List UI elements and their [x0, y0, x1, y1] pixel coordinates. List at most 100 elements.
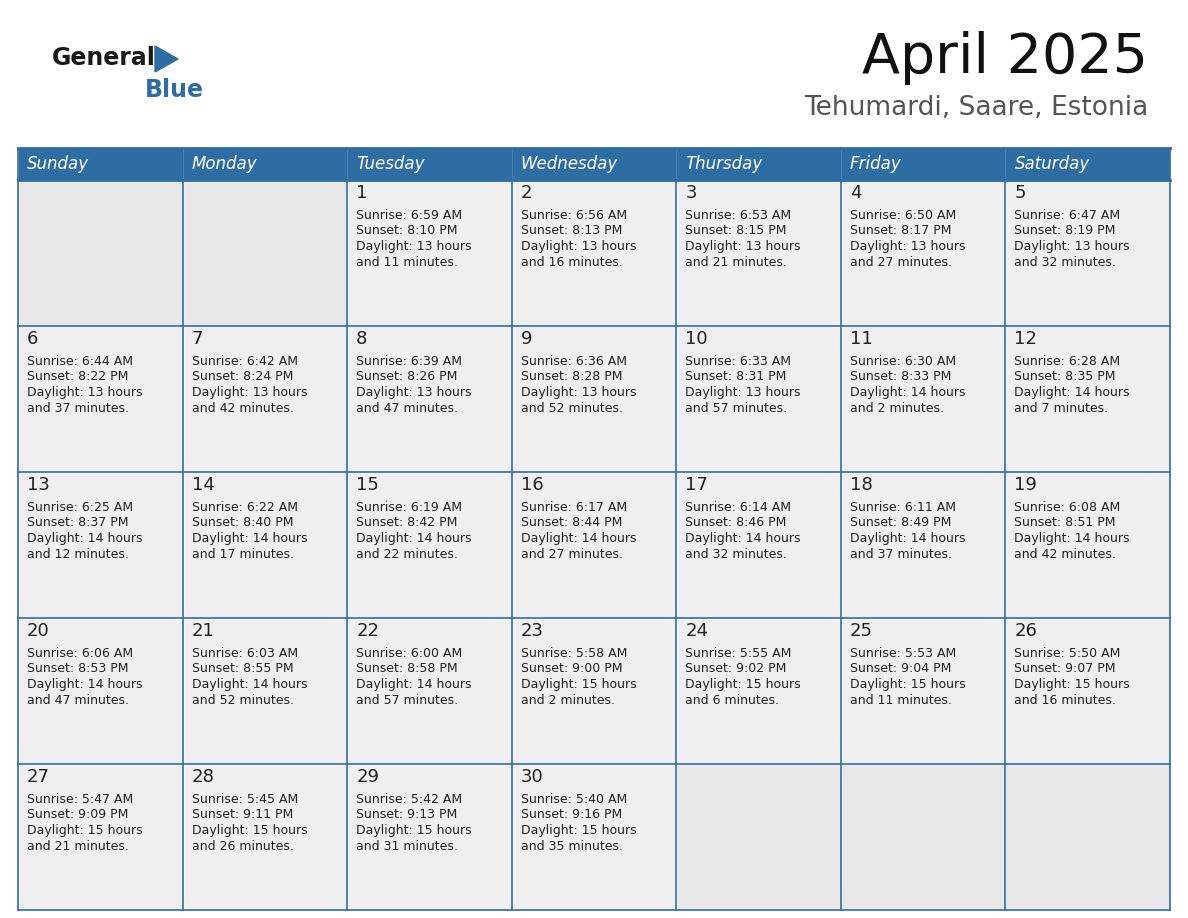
Text: Monday: Monday: [191, 155, 257, 173]
Bar: [512, 148, 676, 180]
Text: Daylight: 14 hours: Daylight: 14 hours: [520, 532, 637, 545]
Text: Sunrise: 6:11 AM: Sunrise: 6:11 AM: [849, 501, 956, 514]
Text: Daylight: 13 hours: Daylight: 13 hours: [356, 386, 472, 399]
Bar: [512, 472, 676, 618]
Text: and 2 minutes.: and 2 minutes.: [520, 693, 614, 707]
Text: and 2 minutes.: and 2 minutes.: [849, 401, 943, 415]
Text: Sunset: 9:11 PM: Sunset: 9:11 PM: [191, 809, 292, 822]
Text: Sunrise: 6:03 AM: Sunrise: 6:03 AM: [191, 647, 298, 660]
Text: and 31 minutes.: and 31 minutes.: [356, 839, 459, 853]
Text: Sunset: 8:53 PM: Sunset: 8:53 PM: [27, 663, 128, 676]
Text: Daylight: 13 hours: Daylight: 13 hours: [520, 386, 637, 399]
Text: Daylight: 14 hours: Daylight: 14 hours: [356, 678, 472, 691]
Text: Sunrise: 5:55 AM: Sunrise: 5:55 AM: [685, 647, 791, 660]
Text: Daylight: 13 hours: Daylight: 13 hours: [191, 386, 307, 399]
Text: Daylight: 14 hours: Daylight: 14 hours: [849, 532, 966, 545]
Bar: [18, 618, 183, 764]
Bar: [18, 148, 183, 180]
Text: and 52 minutes.: and 52 minutes.: [191, 693, 293, 707]
Text: 25: 25: [849, 622, 873, 640]
Text: Blue: Blue: [145, 78, 204, 102]
Text: 24: 24: [685, 622, 708, 640]
Text: and 37 minutes.: and 37 minutes.: [849, 547, 952, 561]
Bar: [347, 472, 512, 618]
Bar: [1005, 618, 1170, 764]
Bar: [347, 764, 512, 910]
Bar: [347, 326, 512, 472]
Text: and 47 minutes.: and 47 minutes.: [356, 401, 459, 415]
Text: Sunrise: 6:25 AM: Sunrise: 6:25 AM: [27, 501, 133, 514]
Text: Daylight: 14 hours: Daylight: 14 hours: [1015, 386, 1130, 399]
Text: and 32 minutes.: and 32 minutes.: [1015, 255, 1117, 268]
Text: April 2025: April 2025: [862, 31, 1148, 85]
Text: Daylight: 14 hours: Daylight: 14 hours: [27, 678, 143, 691]
Text: Sunrise: 6:19 AM: Sunrise: 6:19 AM: [356, 501, 462, 514]
Text: Sunset: 8:15 PM: Sunset: 8:15 PM: [685, 225, 786, 238]
Bar: [841, 764, 1005, 910]
Text: General: General: [52, 46, 156, 70]
Text: and 12 minutes.: and 12 minutes.: [27, 547, 128, 561]
Text: Sunrise: 5:42 AM: Sunrise: 5:42 AM: [356, 793, 462, 806]
Text: Sunrise: 6:00 AM: Sunrise: 6:00 AM: [356, 647, 462, 660]
Bar: [183, 618, 347, 764]
Text: and 22 minutes.: and 22 minutes.: [356, 547, 459, 561]
Text: Sunset: 8:31 PM: Sunset: 8:31 PM: [685, 371, 786, 384]
Text: Daylight: 14 hours: Daylight: 14 hours: [191, 532, 307, 545]
Text: Daylight: 13 hours: Daylight: 13 hours: [27, 386, 143, 399]
Text: Daylight: 15 hours: Daylight: 15 hours: [520, 824, 637, 837]
Text: Sunset: 9:02 PM: Sunset: 9:02 PM: [685, 663, 786, 676]
Text: Daylight: 14 hours: Daylight: 14 hours: [1015, 532, 1130, 545]
Text: Saturday: Saturday: [1015, 155, 1089, 173]
Text: 23: 23: [520, 622, 544, 640]
Text: 6: 6: [27, 330, 38, 348]
Bar: [18, 764, 183, 910]
Bar: [512, 180, 676, 326]
Text: 5: 5: [1015, 184, 1026, 202]
Text: 28: 28: [191, 768, 215, 786]
Text: Sunset: 8:58 PM: Sunset: 8:58 PM: [356, 663, 457, 676]
Text: and 27 minutes.: and 27 minutes.: [849, 255, 952, 268]
Bar: [183, 326, 347, 472]
Text: Sunday: Sunday: [27, 155, 89, 173]
Text: 18: 18: [849, 476, 873, 494]
Text: Sunrise: 6:56 AM: Sunrise: 6:56 AM: [520, 209, 627, 222]
Text: 9: 9: [520, 330, 532, 348]
Text: Daylight: 15 hours: Daylight: 15 hours: [849, 678, 966, 691]
Text: Sunrise: 5:50 AM: Sunrise: 5:50 AM: [1015, 647, 1120, 660]
Bar: [1005, 148, 1170, 180]
Text: Sunrise: 6:59 AM: Sunrise: 6:59 AM: [356, 209, 462, 222]
Text: Sunset: 9:16 PM: Sunset: 9:16 PM: [520, 809, 623, 822]
Text: and 6 minutes.: and 6 minutes.: [685, 693, 779, 707]
Text: Sunrise: 5:53 AM: Sunrise: 5:53 AM: [849, 647, 956, 660]
Text: Daylight: 13 hours: Daylight: 13 hours: [849, 240, 966, 253]
Text: and 57 minutes.: and 57 minutes.: [685, 401, 788, 415]
Text: Daylight: 13 hours: Daylight: 13 hours: [1015, 240, 1130, 253]
Text: and 21 minutes.: and 21 minutes.: [685, 255, 788, 268]
Bar: [18, 180, 183, 326]
Text: Daylight: 13 hours: Daylight: 13 hours: [356, 240, 472, 253]
Text: Sunset: 8:13 PM: Sunset: 8:13 PM: [520, 225, 623, 238]
Text: Sunset: 8:26 PM: Sunset: 8:26 PM: [356, 371, 457, 384]
Text: Sunrise: 6:47 AM: Sunrise: 6:47 AM: [1015, 209, 1120, 222]
Text: and 42 minutes.: and 42 minutes.: [1015, 547, 1117, 561]
Text: Sunrise: 6:08 AM: Sunrise: 6:08 AM: [1015, 501, 1120, 514]
Text: Daylight: 13 hours: Daylight: 13 hours: [685, 240, 801, 253]
Bar: [347, 618, 512, 764]
Text: and 42 minutes.: and 42 minutes.: [191, 401, 293, 415]
Text: and 16 minutes.: and 16 minutes.: [1015, 693, 1117, 707]
Bar: [512, 764, 676, 910]
Bar: [183, 472, 347, 618]
Text: and 47 minutes.: and 47 minutes.: [27, 693, 129, 707]
Text: Sunrise: 6:53 AM: Sunrise: 6:53 AM: [685, 209, 791, 222]
Text: Sunset: 8:51 PM: Sunset: 8:51 PM: [1015, 517, 1116, 530]
Text: 8: 8: [356, 330, 367, 348]
Text: and 11 minutes.: and 11 minutes.: [356, 255, 459, 268]
Text: and 57 minutes.: and 57 minutes.: [356, 693, 459, 707]
Bar: [676, 472, 841, 618]
Bar: [676, 180, 841, 326]
Text: and 27 minutes.: and 27 minutes.: [520, 547, 623, 561]
Text: 11: 11: [849, 330, 873, 348]
Bar: [1005, 472, 1170, 618]
Text: 19: 19: [1015, 476, 1037, 494]
Text: 2: 2: [520, 184, 532, 202]
